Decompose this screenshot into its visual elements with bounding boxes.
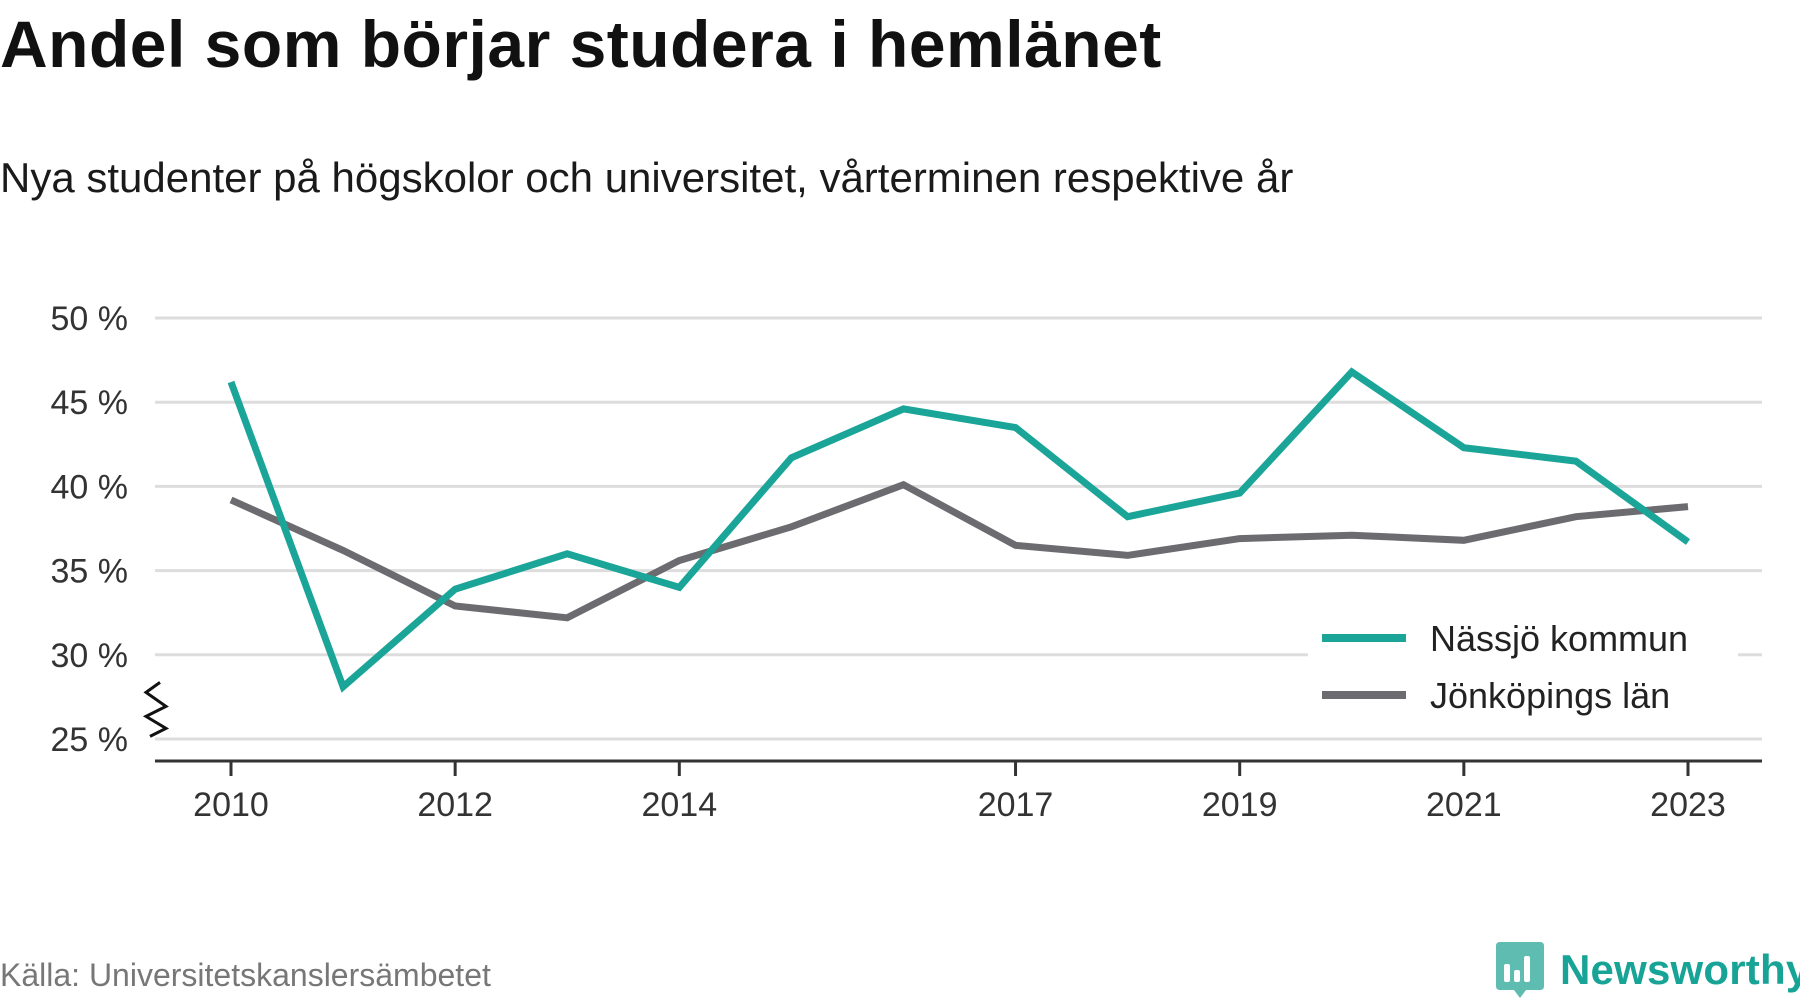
newsworthy-logo-icon <box>1496 942 1544 998</box>
x-tick-label: 2014 <box>641 786 717 824</box>
y-tick-label: 30 % <box>51 637 129 675</box>
brand-name: Newsworthy <box>1560 946 1800 993</box>
y-tick-label: 40 % <box>51 468 129 506</box>
newsworthy-logo: Newsworthy <box>1494 940 1800 1000</box>
source-note: Källa: Universitetskanslersämbetet <box>0 957 491 993</box>
y-axis-break <box>142 681 170 738</box>
gridlines <box>155 316 1762 741</box>
y-tick-label: 45 % <box>51 384 129 422</box>
y-tick-label: 50 % <box>51 300 129 338</box>
chart-subtitle: Nya studenter på högskolor och universit… <box>0 154 1294 201</box>
legend-background <box>1308 605 1738 725</box>
x-tick-label: 2021 <box>1426 786 1502 824</box>
x-tick-label: 2017 <box>978 786 1054 824</box>
chart-title: Andel som börjar studera i hemlänet <box>0 7 1162 81</box>
x-tick-label: 2019 <box>1202 786 1278 824</box>
x-tick-label: 2010 <box>193 786 269 824</box>
series-lines <box>227 367 1691 693</box>
legend: Nässjö kommun Jönköpings län <box>1308 605 1738 725</box>
y-tick-label: 25 % <box>51 721 129 759</box>
legend-label: Nässjö kommun <box>1430 618 1688 659</box>
x-axis-ticks: 2010 2012 2014 2017 2019 2021 2023 <box>193 761 1726 824</box>
legend-label: Jönköpings län <box>1430 675 1670 716</box>
line-chart: 50 %45 %40 %35 %30 %25 % 2010 2012 2014 201… <box>51 300 1762 824</box>
x-tick-label: 2023 <box>1650 786 1726 824</box>
y-axis-ticks: 50 % 45 % 40 % 35 % 30 % 25 % <box>51 300 129 759</box>
x-tick-label: 2012 <box>417 786 493 824</box>
series-line <box>227 367 1691 693</box>
y-tick-label: 35 % <box>51 553 129 591</box>
axis-break-mark <box>142 681 170 738</box>
series-line <box>229 480 1689 622</box>
